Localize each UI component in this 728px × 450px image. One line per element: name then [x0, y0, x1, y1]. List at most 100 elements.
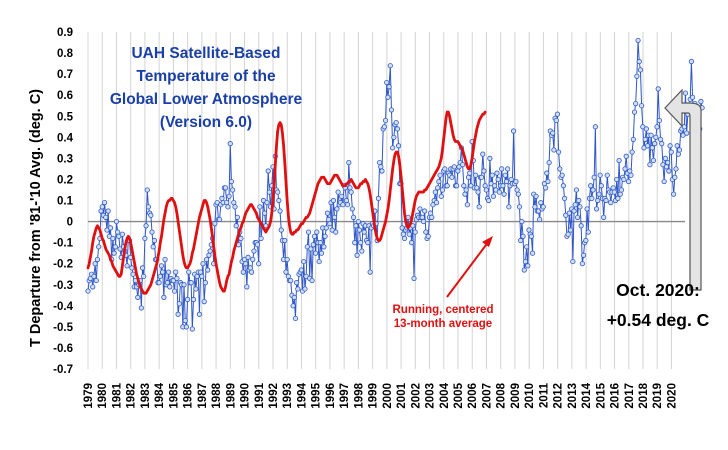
monthly-point	[345, 202, 351, 208]
monthly-point	[348, 189, 354, 195]
monthly-point	[182, 317, 188, 324]
monthly-point	[668, 149, 674, 155]
x-tick-label: 2012	[553, 383, 565, 409]
monthly-point	[311, 233, 318, 239]
y-tick-label: -0.3	[53, 280, 73, 292]
annotation-line-1: Running, centered	[393, 304, 494, 316]
monthly-point	[190, 296, 197, 303]
monthly-point	[486, 197, 492, 204]
chart-title: UAH Satellite-Based Temperature of the G…	[110, 45, 303, 131]
monthly-point	[327, 221, 333, 227]
monthly-point	[346, 159, 352, 166]
monthly-point	[502, 172, 508, 178]
monthly-point	[113, 218, 120, 225]
monthly-point	[442, 166, 448, 172]
monthly-point	[183, 324, 189, 330]
monthly-point	[634, 73, 640, 79]
monthly-point	[93, 277, 99, 284]
monthly-point	[483, 187, 489, 193]
x-tick-label: 2000	[382, 383, 394, 409]
title-line-3: Global Lower Atmosphere	[110, 91, 303, 108]
monthly-point	[175, 311, 181, 317]
monthly-point	[258, 235, 264, 242]
monthly-point	[435, 185, 441, 191]
monthly-point	[314, 229, 320, 235]
monthly-point	[107, 225, 114, 231]
monthly-point	[520, 233, 526, 239]
monthly-point	[501, 191, 507, 197]
monthly-point	[264, 200, 270, 206]
monthly-point	[574, 214, 581, 220]
monthly-point	[256, 261, 262, 267]
monthly-point	[655, 86, 661, 92]
monthly-point	[565, 231, 571, 237]
monthly-point	[158, 263, 165, 269]
x-tick-label: 1981	[111, 382, 123, 408]
x-tick-label: 2011	[538, 382, 550, 408]
monthly-point	[157, 273, 163, 279]
monthly-point	[633, 101, 639, 107]
monthly-point	[503, 178, 510, 185]
monthly-point	[505, 166, 511, 172]
y-tick-label: -0.2	[53, 259, 73, 271]
monthly-point	[202, 280, 208, 286]
x-tick-label: 1990	[240, 383, 252, 409]
x-tick-label: 1979	[83, 383, 95, 409]
monthly-point	[538, 200, 544, 206]
x-tick-label: 1984	[154, 382, 166, 408]
x-tick-label: 2001	[396, 382, 408, 408]
monthly-point	[559, 172, 565, 178]
x-tick-label: 1985	[168, 382, 180, 408]
monthly-point	[278, 227, 284, 233]
title-line-2: Temperature of the	[136, 68, 276, 85]
monthly-point	[353, 223, 359, 229]
monthly-point	[671, 191, 677, 197]
monthly-point	[316, 258, 322, 265]
x-tick-labels: 1979 1980 1981 1982 1983 1984 1985 1986 1987 1988…	[83, 382, 678, 408]
monthly-point	[144, 187, 150, 193]
monthly-point	[412, 229, 418, 235]
monthly-point	[610, 185, 616, 191]
monthly-point	[616, 157, 622, 164]
monthly-point	[425, 233, 431, 239]
monthly-point	[333, 229, 339, 235]
monthly-point	[275, 189, 281, 195]
monthly-point	[519, 218, 525, 225]
monthly-point	[629, 149, 635, 155]
y-tick-label: 0.5	[57, 111, 74, 123]
x-tick-label: 1986	[183, 383, 195, 409]
y-tick-label: 0.9	[57, 27, 73, 39]
monthly-point	[449, 174, 455, 180]
monthly-point	[623, 153, 629, 159]
monthly-point	[663, 164, 670, 170]
monthly-point	[141, 273, 147, 279]
monthly-point	[391, 134, 397, 140]
monthly-point	[591, 174, 597, 180]
x-tick-label: 1998	[353, 382, 365, 408]
y-tick-label: 0.3	[57, 153, 73, 165]
monthly-point	[451, 164, 457, 170]
monthly-point	[206, 252, 212, 258]
monthly-point	[617, 191, 623, 197]
monthly-point	[551, 147, 557, 153]
monthly-point	[321, 244, 327, 250]
x-tick-label: 1999	[368, 383, 380, 409]
running-average-annotation: Running, centered 13-month average	[393, 236, 494, 330]
monthly-point	[526, 227, 532, 233]
y-tick-label: 0.2	[57, 174, 73, 186]
monthly-point	[340, 202, 346, 208]
monthly-point	[232, 204, 238, 210]
monthly-point	[603, 197, 609, 204]
monthly-point	[556, 149, 562, 155]
x-tick-label: 1995	[311, 382, 323, 408]
monthly-point	[245, 254, 251, 260]
monthly-point	[361, 229, 367, 235]
monthly-point	[149, 229, 155, 235]
monthly-point	[642, 136, 648, 143]
monthly-point	[611, 189, 617, 195]
monthly-point	[423, 229, 429, 235]
monthly-point	[230, 187, 236, 193]
y-tick-label: 0.8	[57, 48, 74, 60]
y-tick-label: 0.4	[57, 132, 74, 144]
monthly-point	[288, 277, 294, 284]
